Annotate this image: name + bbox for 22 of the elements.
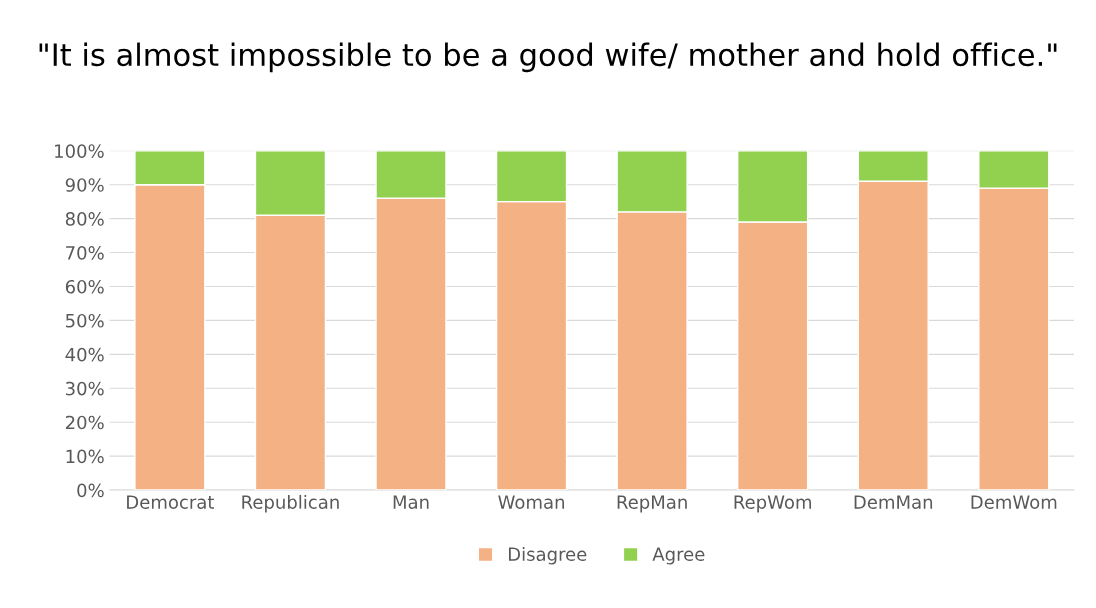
y-tick-label: 80% [65, 212, 104, 226]
y-tick-label: 20% [65, 415, 104, 430]
chart-title: "It is almost impossible to be a good wife/ mother and hold office." [39, 42, 1057, 73]
y-tick-label: 30% [65, 381, 104, 396]
x-tick-label: Democrat [127, 495, 215, 509]
x-tick-label: RepMan [617, 495, 687, 513]
y-tick-label: 70% [66, 246, 104, 260]
x-tick-label: RepWom [734, 495, 812, 513]
x-tick-label: Man [393, 495, 429, 509]
y-tick-label: 40% [65, 347, 104, 362]
legend-label: Agree [652, 547, 705, 565]
x-tick-label: Woman [498, 495, 564, 509]
y-tick-label: 50% [66, 313, 104, 328]
y-tick-label: 10% [66, 449, 104, 464]
y-tick-label: 90% [65, 178, 104, 192]
x-tick-label: Republican [242, 494, 339, 513]
x-tick-label: DemMan [854, 495, 933, 509]
legend-label: Disagree [508, 547, 587, 565]
y-tick-label: 0% [77, 483, 104, 498]
x-tick-label: DemWom [971, 495, 1057, 509]
y-tick-label: 100% [55, 144, 104, 158]
y-tick-label: 60% [65, 279, 104, 294]
